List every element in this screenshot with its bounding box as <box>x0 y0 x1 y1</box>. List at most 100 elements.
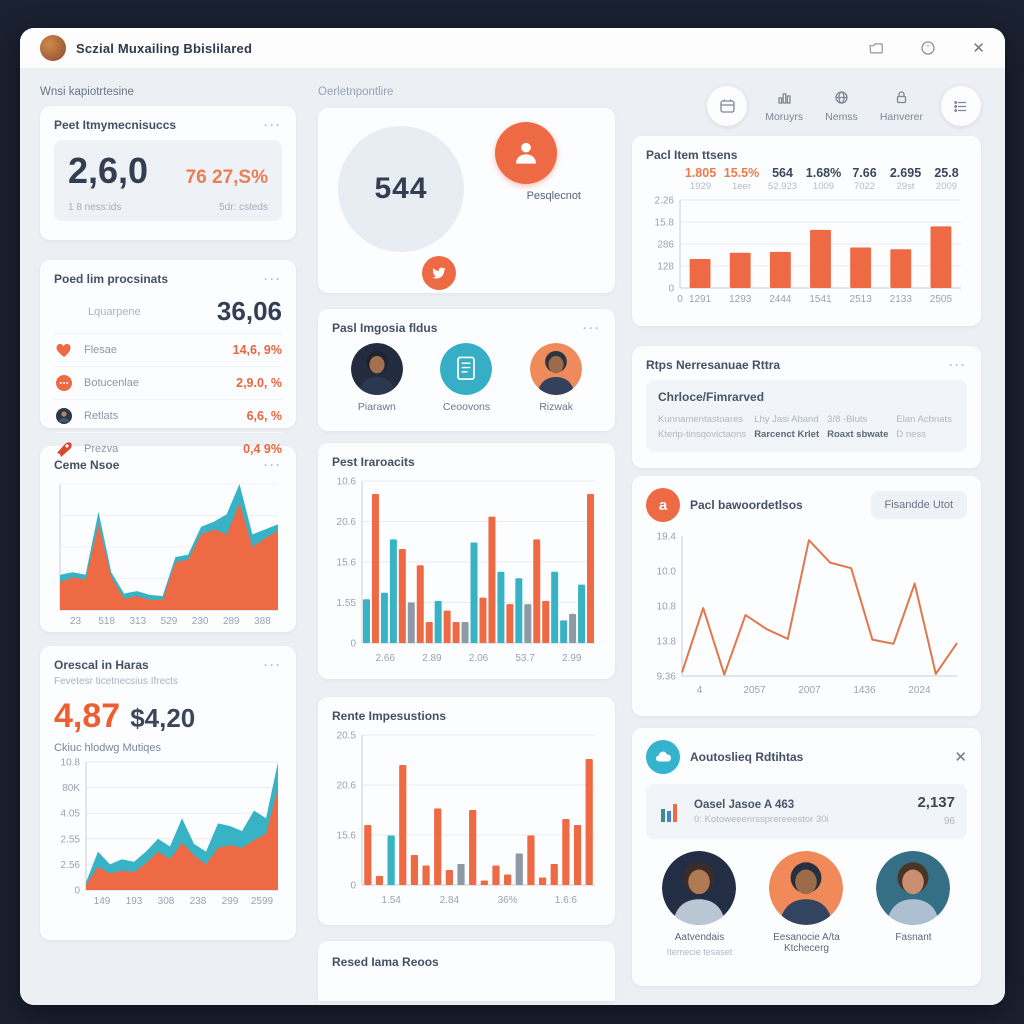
card-menu[interactable]: ··· <box>264 272 282 286</box>
svg-text:53.7: 53.7 <box>515 653 535 664</box>
close-icon[interactable]: ✕ <box>954 749 967 766</box>
svg-text:10.0: 10.0 <box>657 567 677 578</box>
team-member[interactable]: Aatvendais Itemecie tesaset <box>647 851 753 957</box>
list-icon[interactable] <box>941 86 981 126</box>
card-title: Peet Itmymecnisuccs <box>54 118 177 132</box>
card-title: Pasl Imgosia fldus <box>332 321 438 335</box>
line-chart: 19.4 10.0 10.8 13.8 9.36 4 2057 2007 1436 2024 <box>646 528 967 698</box>
svg-text:15.6: 15.6 <box>337 831 357 842</box>
svg-text:2.55: 2.55 <box>61 834 81 845</box>
svg-text:80K: 80K <box>62 783 80 794</box>
team-member-name: Eesanocie A/ta Ktchecerg <box>773 932 840 954</box>
card-menu[interactable]: ··· <box>264 458 282 472</box>
svg-text:2.89: 2.89 <box>422 653 442 664</box>
item-sub: 0: Kotoweeenrssprereeestor 30i <box>694 813 829 825</box>
raps-column: Elan Acbnats D ness <box>896 412 955 442</box>
svg-text:13.8: 13.8 <box>657 637 677 648</box>
raps-top-text: Elan Acbnats <box>896 414 952 425</box>
card-title: Pest Iraroacits <box>332 455 415 469</box>
item-name: Oasel Jasoe A 463 <box>694 798 795 811</box>
close-icon[interactable]: ✕ <box>972 40 985 57</box>
card-title: Rente Impesustions <box>332 709 447 723</box>
post-source-item[interactable]: Ceoovons <box>440 343 493 413</box>
svg-text:1.55: 1.55 <box>337 598 357 609</box>
post-source-item[interactable]: Rizwak <box>530 343 583 413</box>
header-button-hanverer[interactable]: Hanverer <box>880 90 923 123</box>
kpi-foot-left: 1 8 ness:ids <box>68 202 122 213</box>
svg-text:36%: 36% <box>498 895 518 906</box>
svg-text:529: 529 <box>161 616 178 627</box>
card-title: Aoutoslieq Rdtihtas <box>690 750 804 764</box>
followers-donut-card: 544 Pesqlecnot <box>318 108 615 293</box>
engagement-label: Botucenlae <box>84 377 140 389</box>
growth-primary-value: 4,87 <box>54 697 121 735</box>
curve-chart-card: Ceme Nsoe ··· 23 518 313 529 230 289 388 <box>40 446 296 632</box>
stat-value: 7.66 <box>852 166 877 180</box>
svg-text:15.8: 15.8 <box>655 218 675 229</box>
raps-column: Lhy Jasi Aband Rarcenct Krlet <box>754 412 819 442</box>
svg-text:19.4: 19.4 <box>657 532 677 543</box>
svg-text:2.84: 2.84 <box>440 895 460 906</box>
raps-bottom-text: D ness <box>896 429 926 440</box>
kpi-delta: 76 27,S% <box>185 167 268 188</box>
bird-icon[interactable] <box>422 256 456 290</box>
svg-text:2.56: 2.56 <box>61 860 81 871</box>
raps-top-text: 3/8 -Bluts <box>827 414 868 425</box>
card-menu[interactable]: ··· <box>264 118 282 132</box>
svg-text:1293: 1293 <box>729 294 752 305</box>
likes-icon <box>54 340 74 360</box>
engagement-row[interactable]: Botucenlae 2,9.0, % <box>54 367 282 400</box>
kpi-value: 2,6,0 <box>68 150 149 191</box>
engagement-value: 14,6, 9% <box>232 343 282 357</box>
team-member[interactable]: Fasnant <box>861 851 967 957</box>
engagement-label: Retlats <box>84 410 119 422</box>
svg-text:4.05: 4.05 <box>61 809 81 820</box>
person-icon[interactable] <box>495 122 557 184</box>
svg-text:388: 388 <box>254 616 271 627</box>
card-menu[interactable]: ··· <box>264 658 282 672</box>
stat-value: 1.68% <box>805 166 842 180</box>
svg-text:238: 238 <box>190 896 207 907</box>
card-title: Ceme Nsoe <box>54 458 120 472</box>
raps-top-text: Lhy Jasi Aband <box>754 414 819 425</box>
svg-text:10.6: 10.6 <box>337 477 357 488</box>
avatar <box>769 851 844 925</box>
header-button-label: Moruyrs <box>765 110 804 123</box>
svg-text:1436: 1436 <box>853 685 876 696</box>
svg-text:313: 313 <box>130 616 147 627</box>
svg-text:289: 289 <box>223 616 240 627</box>
rente-bar-chart: 20.5 20.6 15.6 0 1.54 2.84 36% 1.6:6 <box>332 731 601 907</box>
stat-sub: 7022 <box>853 181 876 192</box>
growth-area-chart: 10.8 80K 4.05 2.55 2.56 0 149 193 308 238 299 2599 <box>54 758 282 908</box>
calendar-icon[interactable] <box>707 86 748 126</box>
card-menu[interactable]: ··· <box>949 358 967 372</box>
engagement-card: Poed lim procsinats ··· Lquarpene 36,06 … <box>40 260 296 457</box>
svg-text:2024: 2024 <box>908 685 931 696</box>
autokey-list-item[interactable]: Oasel Jasoe A 463 0: Kotoweeenrssprereee… <box>646 784 967 839</box>
engagement-row[interactable]: Retlats 6,6, % <box>54 400 282 433</box>
card-menu[interactable]: ··· <box>583 321 601 335</box>
header-button-moruyrs[interactable]: Moruyrs <box>765 90 803 123</box>
stat-sub: 2009 <box>935 181 958 192</box>
post-source-item[interactable]: Piarawn <box>350 343 403 413</box>
engagement-row[interactable]: Flesae 14,6, 9% <box>54 334 282 367</box>
svg-text:2505: 2505 <box>930 294 953 305</box>
line-card-button[interactable]: Fisandde Utot <box>870 491 967 519</box>
svg-text:1.54: 1.54 <box>381 895 401 906</box>
growth-subtitle: Fevetesr ticetnecsius Ifrects <box>54 676 178 687</box>
avatar <box>530 343 583 395</box>
folder-icon[interactable] <box>868 40 884 56</box>
raps-bottom-text: Rarcenct Krlet <box>754 429 820 440</box>
svg-text:2133: 2133 <box>890 294 913 305</box>
growth-card: Orescal in Haras ··· Fevetesr ticetnecsi… <box>40 646 296 940</box>
followers-value: 544 <box>374 172 428 205</box>
team-member[interactable]: Eesanocie A/ta Ktchecerg <box>754 851 860 957</box>
header-button-nemss[interactable]: Nemss <box>825 90 858 123</box>
svg-text:2444: 2444 <box>769 294 792 305</box>
svg-text:0: 0 <box>74 886 80 897</box>
item-sub-value: 96 <box>943 816 955 827</box>
engagement-row[interactable]: Prezva 0,4 9% <box>54 433 282 465</box>
help-icon[interactable] <box>920 40 936 56</box>
line-card-icon: a <box>646 488 680 522</box>
svg-text:9.36: 9.36 <box>657 672 677 683</box>
